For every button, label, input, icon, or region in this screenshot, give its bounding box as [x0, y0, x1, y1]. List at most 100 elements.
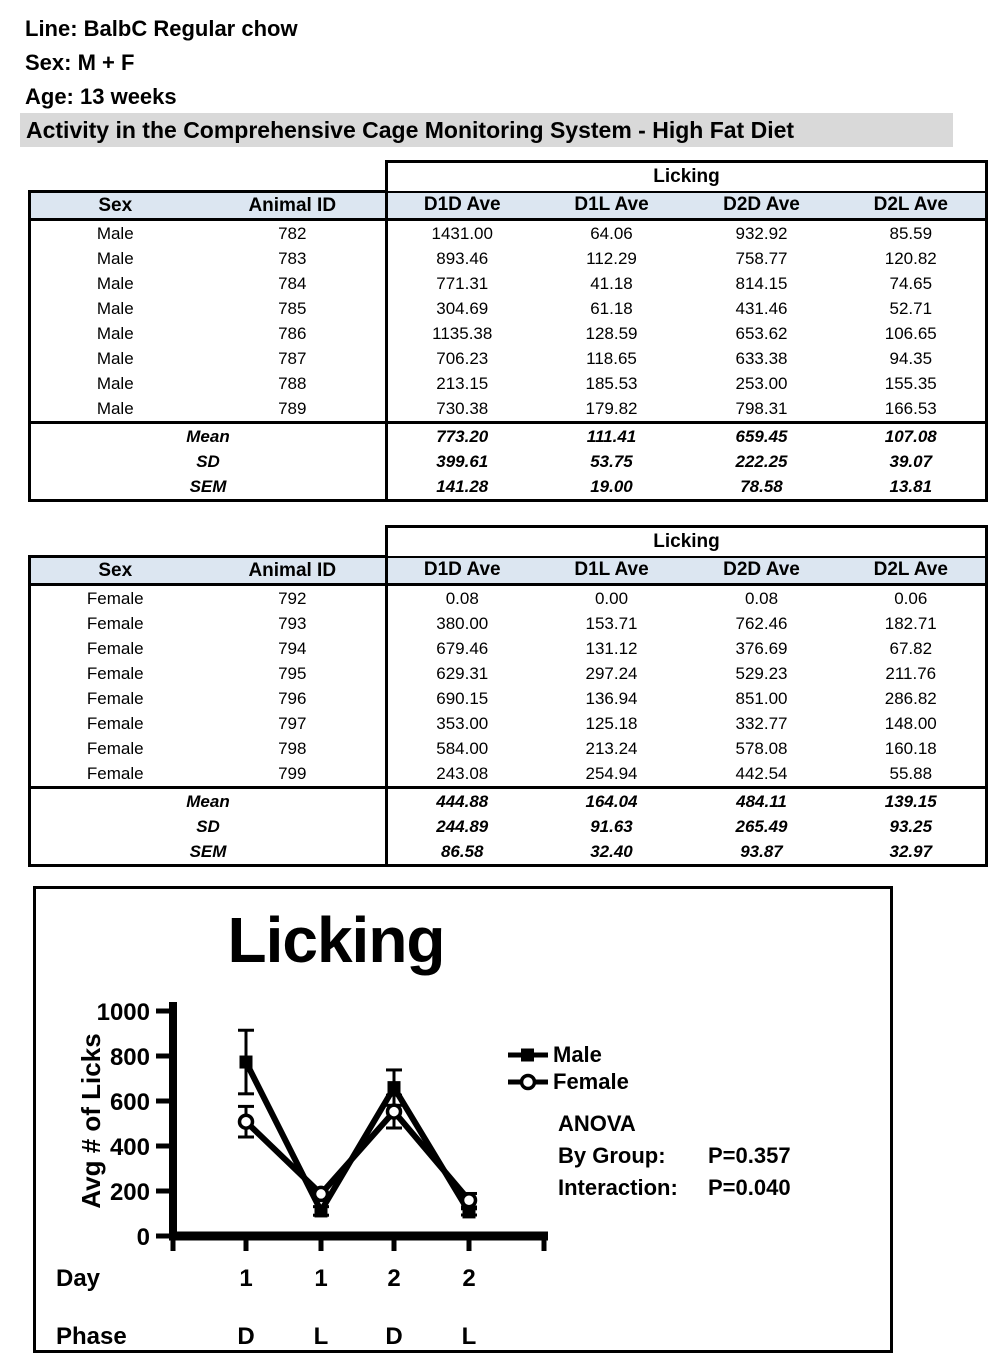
col-header-sex: Sex: [28, 190, 200, 221]
animal-id-cell: 794: [278, 638, 307, 658]
sex-cell: Male: [28, 271, 200, 296]
d1l-cell: 41.18: [590, 273, 633, 293]
stats-value: 86.58: [385, 839, 537, 867]
stats-label: SEM: [28, 839, 387, 867]
d1l-cell: 0.00: [594, 588, 629, 608]
d1l-cell: 213.24: [585, 738, 638, 758]
d2l-cell: 120.82: [836, 246, 989, 271]
male-series-line: [243, 1060, 472, 1218]
line-info: Line: BalbC Regular chow: [25, 16, 298, 41]
female-series-line: [243, 1106, 472, 1203]
d1d-cell: 1135.38: [385, 321, 537, 346]
d2l-cell: 106.65: [836, 321, 989, 346]
table-row: Male 784 771.31 41.18 814.15 74.65: [28, 271, 989, 296]
sex-cell: Female: [28, 761, 200, 788]
y-tick-label: 1000: [97, 999, 150, 1026]
animal-id-cell: 785: [278, 298, 307, 318]
y-tick-label: 0: [137, 1224, 150, 1251]
d2l-cell: 52.71: [836, 296, 989, 321]
d2d-cell: 578.08: [735, 738, 788, 758]
anova-title: ANOVA: [558, 1111, 636, 1136]
chart-legend: Male Female: [508, 1041, 629, 1095]
col-header-sex: Sex: [28, 555, 200, 586]
sex-cell: Female: [28, 584, 200, 611]
d1d-cell: 706.23: [385, 346, 537, 371]
stats-value: 244.89: [385, 814, 537, 839]
report-header: Line: BalbC Regular chow Sex: M + F Age:…: [25, 12, 298, 114]
stats-value: 93.87: [686, 839, 837, 867]
group-header-licking: Licking: [384, 160, 989, 193]
y-tick-label: 200: [110, 1179, 150, 1206]
male-data-point: [314, 1204, 328, 1218]
sex-cell: Male: [28, 246, 200, 271]
sex-cell: Male: [28, 296, 200, 321]
sex-cell: Female: [28, 711, 200, 736]
animal-id-cell: 783: [278, 248, 307, 268]
male-data-point: [239, 1055, 253, 1069]
col-header-animal-id: Animal ID: [199, 190, 387, 221]
d2d-cell: 762.46: [735, 613, 788, 633]
d2d-cell: 332.77: [735, 713, 788, 733]
stats-value: 13.81: [836, 474, 989, 502]
d1d-cell: 730.38: [385, 396, 537, 423]
d2l-cell: 148.00: [836, 711, 989, 736]
d1d-cell: 353.00: [385, 711, 537, 736]
stats-value: 32.40: [536, 839, 687, 867]
legend-item-male: Male: [508, 1041, 629, 1068]
anova-by-group-row: By Group: P=0.357: [558, 1140, 791, 1172]
sex-cell: Male: [28, 321, 200, 346]
stats-value: 53.75: [590, 451, 633, 471]
animal-id-cell: 788: [278, 373, 307, 393]
animal-id-cell: 792: [278, 588, 307, 608]
col-header-d2l: D2L Ave: [836, 191, 989, 221]
female-data-point: [385, 1103, 403, 1120]
col-header-d2d: D2D Ave: [686, 556, 837, 586]
phase-tick-label: L: [314, 1323, 329, 1350]
d1l-cell: 112.29: [586, 248, 637, 268]
animal-id-cell: 795: [278, 663, 307, 683]
d2l-cell: 182.71: [836, 611, 989, 636]
stats-value: 164.04: [536, 786, 687, 814]
d1d-cell: 380.00: [385, 611, 537, 636]
d2l-cell: 0.06: [836, 584, 989, 611]
stats-row: SD 399.61 53.75 222.25 39.07: [28, 449, 989, 474]
d2d-cell: 851.00: [735, 688, 788, 708]
stats-row: SEM 86.58 32.40 93.87 32.97: [28, 839, 989, 867]
stats-value: 484.11: [686, 786, 837, 814]
male-licking-table: Licking Sex Animal ID D1D Ave D1L Ave D2…: [28, 160, 989, 502]
d1d-cell: 893.46: [385, 246, 537, 271]
day-tick-label: 2: [462, 1265, 475, 1292]
stats-row: SEM 141.28 19.00 78.58 13.81: [28, 474, 989, 502]
blank-cell: [30, 162, 387, 192]
d2l-cell: 85.59: [836, 219, 989, 246]
d2d-cell: 442.54: [735, 763, 788, 783]
chart-title: Licking: [227, 904, 445, 976]
y-axis-title: Avg # of Licks: [76, 1033, 106, 1208]
col-header-d1l: D1L Ave: [536, 556, 687, 586]
table-row: Female 794 679.46 131.12 376.69 67.82: [28, 636, 989, 661]
table-row: Female 796 690.15 136.94 851.00 286.82: [28, 686, 989, 711]
anova-by-group-value: P=0.357: [708, 1143, 791, 1168]
d1d-cell: 213.15: [385, 371, 537, 396]
stats-label: SD: [28, 449, 387, 474]
animal-id-cell: 797: [278, 713, 307, 733]
d1d-cell: 0.08: [385, 584, 537, 611]
anova-block: ANOVA By Group: P=0.357 Interaction: P=0…: [558, 1108, 791, 1204]
anova-interaction-row: Interaction: P=0.040: [558, 1172, 791, 1204]
anova-interaction-value: P=0.040: [708, 1175, 791, 1200]
animal-id-cell: 784: [278, 273, 307, 293]
d2d-cell: 633.38: [735, 348, 788, 368]
licking-chart: Licking 0 200 400 600 800 1000 Avg # of Licks D…: [33, 886, 893, 1353]
animal-id-cell: 799: [278, 763, 307, 783]
stats-label: Mean: [28, 421, 387, 449]
d2l-cell: 155.35: [836, 371, 989, 396]
d2d-cell: 253.00: [735, 373, 788, 393]
d1d-cell: 771.31: [385, 271, 537, 296]
animal-id-cell: 793: [278, 613, 307, 633]
table-row: Male 782 1431.00 64.06 932.92 85.59: [28, 219, 989, 246]
y-tick-label: 600: [110, 1089, 150, 1116]
d2d-cell: 798.31: [735, 398, 788, 418]
phase-tick-label: D: [385, 1323, 402, 1350]
stats-value: 91.63: [590, 816, 633, 836]
stats-value: 111.41: [536, 421, 687, 449]
